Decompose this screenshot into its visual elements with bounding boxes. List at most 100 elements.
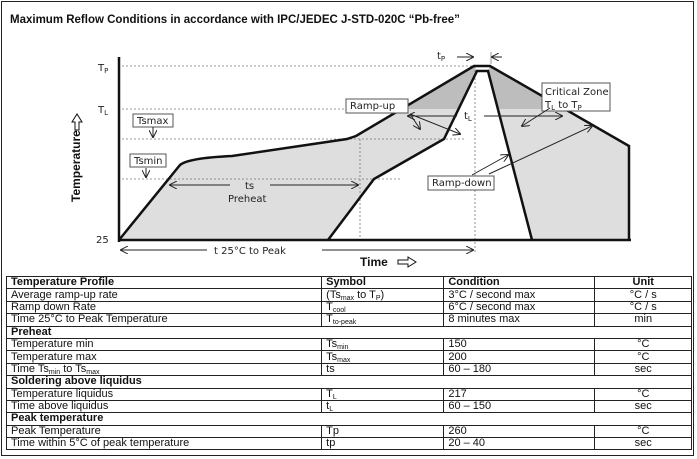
profile-cell: Time Tsmin to Tsmax: [5, 362, 323, 377]
table-row: Peak Temperature Tp 260 °C: [5, 424, 692, 439]
tp-level-label: TP: [97, 63, 108, 75]
text-part: T: [326, 387, 333, 400]
critical-zone-label: Critical Zone: [545, 87, 609, 98]
subscript: to-peak: [332, 319, 357, 327]
table-row: Temperature max Tsmax 200 °C: [5, 350, 692, 364]
ramp-down-region: [488, 66, 629, 240]
condition-cell: 6°C / second max: [443, 300, 596, 315]
unit-cell: sec: [594, 437, 692, 451]
tsmin-label: Tsmin: [133, 156, 163, 167]
reflow-conditions-table: Temperature Profile Symbol Condition Unit Av…: [5, 275, 692, 451]
text-part: Ts: [326, 338, 338, 351]
symbol-cell: (Tsmax to TP): [321, 288, 445, 302]
column-header: Unit: [594, 275, 692, 290]
table-row: Time 25°C to Peak Temperature Tto-peak 8 m…: [5, 313, 692, 327]
subscript: min: [48, 368, 61, 376]
section-row: Peak temperature: [6, 412, 692, 426]
unit-cell: °C / s: [594, 300, 692, 315]
subscript: max: [337, 356, 351, 364]
unit-cell: min: [594, 313, 692, 327]
tp-time-label: tP: [437, 51, 445, 63]
table-header-row: Temperature Profile Symbol Condition Unit: [5, 275, 692, 290]
text-part: t: [326, 400, 330, 413]
critical-zone-box: [541, 82, 611, 112]
column-header: Symbol: [321, 275, 445, 290]
symbol-cell: tp: [321, 437, 445, 451]
ramp-down-box: [427, 175, 495, 191]
ramp-down-label: Ramp-down: [432, 178, 492, 189]
text-part: ): [380, 288, 385, 301]
condition-cell: 260: [443, 424, 596, 439]
profile-cell: Peak Temperature: [5, 424, 323, 439]
x-axis-label: Time: [360, 255, 388, 269]
tsmin-box: [129, 153, 167, 168]
table-row: Time within 5°C of peak temperature tp 20 …: [5, 437, 692, 451]
max-profile-line: [118, 64, 631, 241]
symbol-cell: Tto-peak: [321, 313, 445, 327]
text-part: to Ts: [60, 362, 87, 375]
ramp-up-label: Ramp-up: [350, 101, 395, 112]
unit-cell: °C: [594, 337, 692, 352]
text-part: Time Ts: [11, 362, 49, 375]
symbol-cell: Tcool: [321, 300, 445, 315]
section-row: Preheat: [6, 325, 692, 339]
table-row: Time Tsmin to Tsmax ts 60 – 180 sec: [5, 362, 692, 377]
subscript: L: [329, 406, 334, 414]
profile-cell: Temperature min: [5, 337, 323, 352]
profile-cell: Ramp down Rate: [5, 300, 323, 315]
profile-cell: Time above liquidus: [5, 399, 323, 414]
symbol-cell: Tp: [321, 424, 445, 439]
t-to-peak-label: t 25°C to Peak: [214, 246, 286, 257]
condition-cell: 217: [443, 387, 596, 401]
table-row: Temperature min Tsmin 150 °C: [5, 337, 692, 352]
subscript: min: [337, 344, 349, 352]
section-label: Soldering above liquidus: [6, 375, 692, 389]
symbol-cell: TL: [321, 387, 445, 401]
symbol-cell: Tsmin: [321, 337, 445, 352]
condition-cell: 3°C / second max: [443, 288, 596, 302]
subscript: P: [375, 294, 381, 302]
text-part: T: [326, 300, 333, 313]
column-header: Condition: [443, 275, 596, 290]
ramp-up-region: [119, 66, 477, 240]
unit-cell: °C: [594, 387, 692, 401]
time-arrow-icon: [397, 256, 417, 268]
condition-cell: 150: [443, 337, 596, 352]
text-part: (Ts: [326, 288, 341, 301]
reflow-profile-diagram: TP TL 25 Temperature Time Tsmax Tsmin ts…: [69, 51, 631, 269]
tl-level-label: TL: [97, 105, 108, 117]
unit-cell: sec: [594, 362, 692, 377]
section-label: Preheat: [6, 325, 692, 339]
profile-cell: Average ramp-up rate: [5, 288, 323, 302]
profile-cell: Temperature liquidus: [5, 387, 323, 401]
condition-cell: 200: [443, 350, 596, 364]
preheat-label: Preheat: [228, 194, 267, 205]
ts-label: ts: [245, 181, 254, 192]
tsmax-label: Tsmax: [136, 116, 169, 127]
critical-range-label: TL to TP: [544, 100, 582, 112]
subscript: max: [86, 368, 100, 376]
figure-title: Maximum Reflow Conditions in accordance …: [10, 14, 460, 26]
unit-cell: sec: [594, 399, 692, 414]
symbol-cell: ts: [321, 362, 445, 377]
condition-cell: 8 minutes max: [443, 313, 596, 327]
tl-time-label: tL: [464, 111, 472, 123]
symbol-cell: Tsmax: [321, 350, 445, 364]
unit-cell: °C / s: [594, 288, 692, 302]
temperature-arrow-icon: [71, 113, 83, 131]
condition-cell: 60 – 150: [443, 399, 596, 414]
table-row: Time above liquidus tL 60 – 150 sec: [5, 399, 692, 414]
section-row: Soldering above liquidus: [6, 375, 692, 389]
text-part: to T: [354, 288, 376, 301]
unit-cell: °C: [594, 424, 692, 439]
section-label: Peak temperature: [6, 412, 692, 426]
condition-cell: 20 – 40: [443, 437, 596, 451]
unit-cell: °C: [594, 350, 692, 364]
profile-cell: Time 25°C to Peak Temperature: [5, 313, 323, 327]
y-axis-label: Temperature: [69, 130, 83, 202]
ramp-up-box: [345, 98, 409, 114]
baseline-label: 25: [96, 235, 109, 246]
profile-cell: Temperature max: [5, 350, 323, 364]
text-part: T: [326, 313, 333, 326]
